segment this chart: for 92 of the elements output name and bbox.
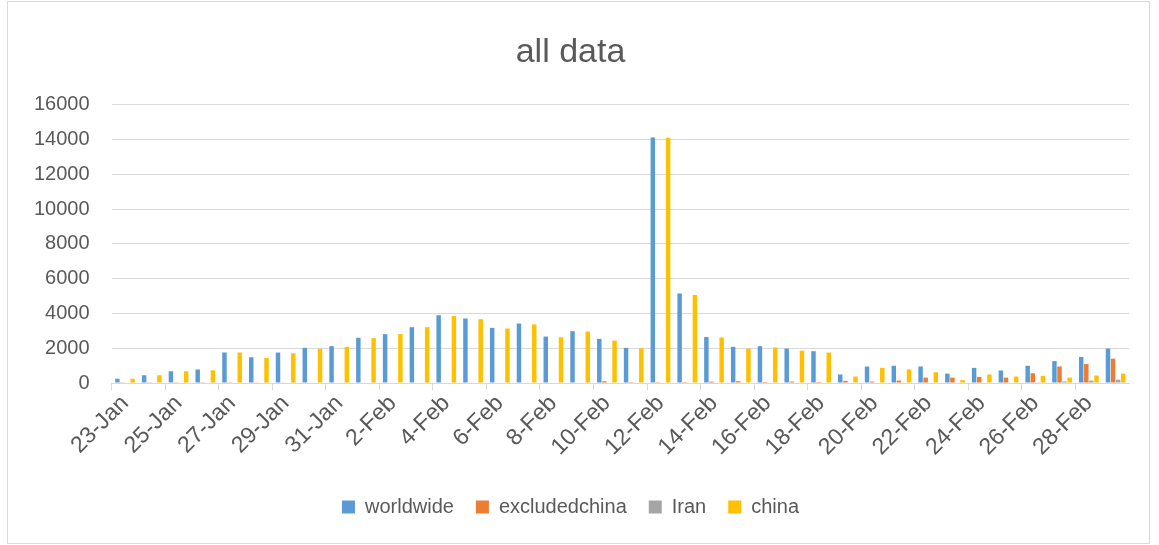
y-tick-label: 2000 xyxy=(45,335,90,358)
bar xyxy=(853,376,858,383)
bar xyxy=(719,337,724,383)
bar xyxy=(704,337,709,383)
y-tick-label: 4000 xyxy=(45,300,90,323)
bar xyxy=(302,347,308,383)
bar xyxy=(478,319,483,383)
bar xyxy=(558,337,564,383)
bar xyxy=(141,375,147,383)
bar xyxy=(291,353,296,383)
legend-label: Iran xyxy=(671,494,707,517)
bar xyxy=(612,340,617,383)
bar xyxy=(237,352,242,383)
bar xyxy=(757,346,763,383)
bar xyxy=(249,357,254,383)
bar xyxy=(826,352,831,383)
bar xyxy=(1084,364,1089,383)
bar xyxy=(222,352,227,383)
bar xyxy=(424,327,430,383)
bar xyxy=(1094,375,1099,383)
y-tick-label: 12000 xyxy=(33,161,90,184)
bar xyxy=(730,346,736,383)
bar xyxy=(531,324,537,383)
bar xyxy=(210,370,216,383)
bar xyxy=(463,318,468,383)
bar xyxy=(987,374,992,383)
bar xyxy=(971,367,977,383)
bar xyxy=(1078,356,1084,383)
bar xyxy=(811,351,816,383)
bar xyxy=(976,376,982,383)
bar xyxy=(329,346,334,383)
y-tick-label: 8000 xyxy=(45,231,90,254)
bar xyxy=(923,377,928,383)
bar xyxy=(489,327,495,383)
legend-label: china xyxy=(751,494,800,517)
bar xyxy=(623,347,629,383)
bar xyxy=(960,380,965,383)
bar xyxy=(880,367,885,383)
bar xyxy=(784,348,789,383)
bar xyxy=(317,348,323,383)
bar xyxy=(1052,361,1057,383)
bar xyxy=(344,346,350,383)
bar xyxy=(950,377,955,383)
y-tick-label: 10000 xyxy=(33,196,90,219)
bar xyxy=(597,338,602,383)
bar xyxy=(838,374,843,383)
bar xyxy=(1115,379,1121,383)
bar xyxy=(409,327,415,383)
bar xyxy=(692,295,698,383)
bar xyxy=(650,137,656,383)
bar xyxy=(1003,377,1009,383)
bar xyxy=(264,357,269,383)
bar xyxy=(998,370,1004,383)
bar xyxy=(1110,358,1116,383)
y-tick-label: 6000 xyxy=(45,266,90,289)
bar xyxy=(1040,375,1046,383)
bar xyxy=(933,372,939,383)
bar xyxy=(906,369,912,383)
chart-title: all data xyxy=(515,30,626,69)
y-tick-label: 0 xyxy=(78,370,90,393)
bar xyxy=(382,334,388,383)
bar xyxy=(157,375,162,383)
bar xyxy=(1067,377,1072,383)
y-tick-label: 14000 xyxy=(33,127,90,150)
bar xyxy=(1057,366,1062,383)
bar xyxy=(1025,365,1030,383)
bar xyxy=(168,371,174,383)
bar xyxy=(275,352,281,383)
bar xyxy=(799,350,805,383)
bar xyxy=(371,338,376,383)
bar xyxy=(183,371,189,383)
bar xyxy=(436,315,441,383)
bar xyxy=(570,331,575,383)
bar xyxy=(746,348,751,383)
bar xyxy=(918,366,923,383)
bar xyxy=(505,328,510,383)
bar xyxy=(677,293,682,383)
bar xyxy=(115,378,120,383)
bar xyxy=(1121,373,1126,383)
y-tick-label: 16000 xyxy=(33,92,90,115)
bar xyxy=(195,369,200,383)
bar xyxy=(398,334,403,383)
bar xyxy=(945,373,950,383)
bar xyxy=(451,316,457,383)
bar xyxy=(130,378,135,383)
bar xyxy=(891,365,897,383)
legend-label: worldwide xyxy=(363,494,454,517)
bar xyxy=(639,348,644,383)
bar xyxy=(356,337,361,383)
bar xyxy=(1030,373,1035,383)
bar xyxy=(864,366,870,383)
legend-label: excludedchina xyxy=(498,494,628,517)
